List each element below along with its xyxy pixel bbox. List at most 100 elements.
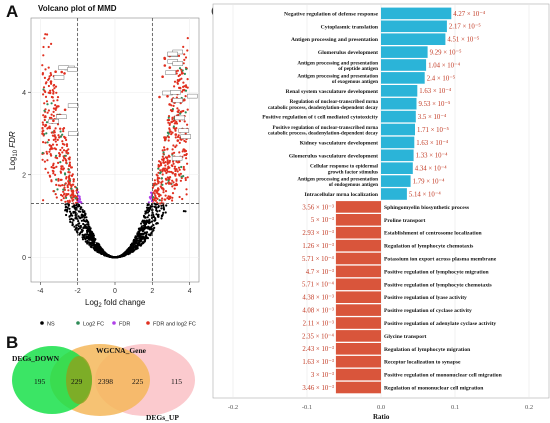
- volcano-point: [44, 82, 48, 85]
- volcano-point: [132, 247, 135, 250]
- volcano-point: [103, 254, 106, 257]
- venn-label-left: DEGs_DOWN: [12, 354, 60, 363]
- volcano-point: [149, 205, 152, 208]
- volcano-point: [180, 165, 183, 169]
- volcano-point: [62, 168, 65, 171]
- volcano-point: [167, 139, 170, 142]
- panel-b-letter: B: [6, 333, 19, 352]
- volcano-point: [45, 100, 49, 103]
- volcano-point-labeled: [176, 139, 180, 142]
- volcano-point: [181, 150, 184, 153]
- go-term-label: Kidney vasculature development: [300, 140, 378, 146]
- volcano-point: [62, 149, 66, 152]
- volcano-point: [185, 157, 188, 160]
- go-term-label: Sphingomyelin biosynthetic process: [384, 205, 470, 211]
- volcano-point: [43, 118, 46, 122]
- volcano-point: [146, 211, 149, 214]
- go-term-label: Renal system vasculature development: [286, 89, 378, 95]
- volcano-point: [43, 102, 46, 105]
- volcano-point: [51, 89, 54, 92]
- volcano-point: [85, 235, 88, 238]
- volcano-point: [127, 253, 130, 256]
- volcano-point: [64, 159, 67, 162]
- gene-label-box: [165, 70, 176, 75]
- volcano-point: [148, 218, 151, 221]
- volcano-point: [182, 45, 185, 49]
- volcano-point: [73, 204, 76, 207]
- volcano-point: [41, 126, 44, 130]
- volcano-point: [171, 108, 174, 111]
- volcano-point: [43, 76, 47, 79]
- go-bar: [335, 381, 381, 394]
- volcano-point: [182, 210, 185, 213]
- volcano-point: [179, 110, 182, 113]
- volcano-point: [49, 72, 52, 75]
- volcano-title: Volcano plot of MMD: [38, 4, 117, 13]
- volcano-point: [90, 236, 93, 239]
- volcano-point: [159, 185, 162, 188]
- volcano-point: [65, 193, 68, 196]
- volcano-point: [42, 114, 45, 117]
- venn-diagram: DEGs_DOWN WGCNA_Gene DEGs_UP 195 229 239…: [12, 344, 195, 422]
- go-bar: [381, 123, 415, 136]
- volcano-point: [65, 144, 69, 148]
- volcano-point: [182, 62, 185, 65]
- volcano-point: [52, 84, 55, 87]
- venn-overlap-left: [66, 356, 92, 404]
- volcano-point: [94, 249, 97, 252]
- volcano-point: [137, 244, 140, 247]
- volcano-point: [162, 206, 165, 209]
- volcano-point: [52, 114, 55, 117]
- go-term-label: Regulation of lymphocyte migration: [384, 347, 471, 353]
- volcano-point: [179, 112, 182, 115]
- go-term-label: Cytoplasmic translation: [321, 24, 379, 30]
- volcano-point: [169, 130, 172, 133]
- volcano-point: [83, 224, 86, 227]
- volcano-point: [55, 143, 59, 146]
- volcano-point: [171, 179, 174, 182]
- volcano-point: [146, 237, 149, 240]
- volcano-point: [67, 148, 70, 151]
- volcano-point: [75, 230, 78, 233]
- volcano-point: [51, 143, 55, 146]
- volcano-point: [160, 177, 163, 180]
- go-pvalue-label: 1.79 × 10⁻⁴: [413, 179, 446, 186]
- volcano-point: [42, 54, 45, 57]
- volcano-point: [98, 250, 101, 253]
- volcano-point: [172, 160, 175, 163]
- volcano-point: [100, 251, 103, 255]
- venn-label-right: DEGs_UP: [146, 413, 179, 422]
- volcano-point: [41, 151, 44, 155]
- gene-label-box: [171, 156, 183, 161]
- go-pvalue-label: 5 × 10⁻³: [311, 217, 334, 224]
- go-term-label: Positive regulation of adenylate cyclase…: [384, 321, 496, 327]
- volcano-point: [80, 228, 83, 231]
- volcano-point: [43, 89, 46, 92]
- volcano-point: [65, 161, 68, 164]
- volcano-point: [57, 179, 60, 182]
- volcano-point: [144, 234, 147, 238]
- volcano-point: [59, 127, 62, 130]
- volcano-point: [87, 221, 90, 224]
- volcano-point: [148, 196, 151, 199]
- volcano-point: [55, 105, 59, 108]
- volcano-point: [72, 180, 75, 183]
- volcano-point: [82, 222, 85, 226]
- volcano-point-labeled: [49, 80, 53, 83]
- x-tick-label: 2: [150, 288, 154, 295]
- go-bar: [335, 226, 381, 239]
- volcano-point: [71, 214, 74, 217]
- volcano-point: [74, 213, 77, 216]
- volcano-point: [55, 154, 58, 157]
- volcano-point: [53, 87, 56, 90]
- go-pvalue-label: 9.53 × 10⁻⁵: [419, 101, 452, 108]
- volcano-point: [164, 194, 167, 197]
- volcano-point: [160, 217, 163, 220]
- go-pvalue-label: 5.14 × 10⁻⁴: [409, 191, 442, 198]
- go-xlabel: Ratio: [373, 413, 390, 421]
- volcano-point: [61, 165, 64, 168]
- volcano-point: [111, 255, 114, 258]
- volcano-point: [178, 195, 181, 199]
- venn-label-middle: WGCNA_Gene: [96, 346, 147, 355]
- volcano-point: [41, 158, 44, 161]
